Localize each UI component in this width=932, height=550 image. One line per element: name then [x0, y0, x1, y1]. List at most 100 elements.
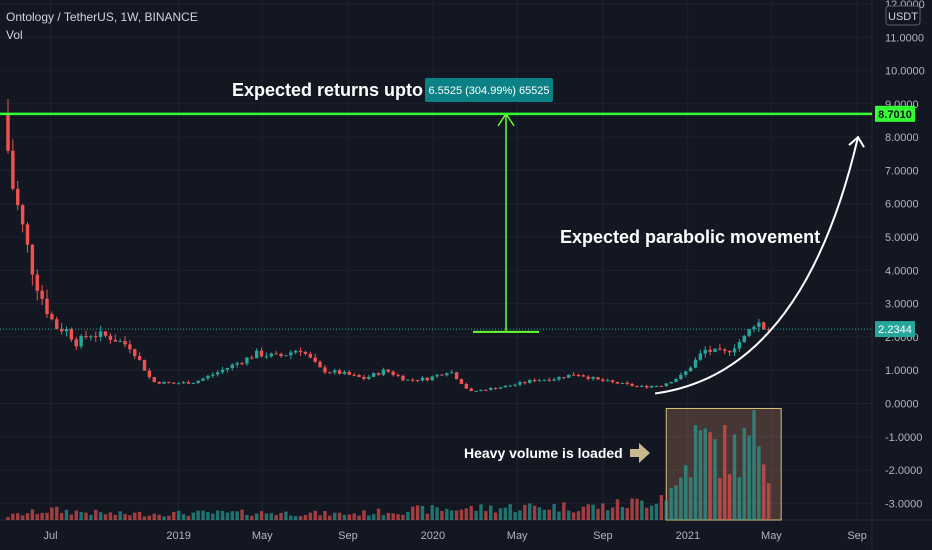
volume-bar	[713, 439, 717, 520]
volume-bar	[35, 514, 39, 520]
volume-bar	[693, 425, 698, 520]
volume-bar	[230, 511, 234, 520]
volume-indicator-label: Vol	[6, 28, 23, 42]
candle-body	[762, 322, 766, 330]
volume-bar	[103, 514, 108, 520]
candle-body	[59, 328, 64, 332]
candle-body	[6, 113, 10, 151]
candle-body	[474, 390, 478, 392]
candle-body	[332, 370, 337, 373]
candle-body	[493, 388, 498, 390]
candle-body	[401, 375, 405, 381]
volume-bar	[40, 512, 44, 520]
candle-body	[591, 377, 595, 379]
candle-body	[479, 389, 483, 391]
candle-body	[523, 382, 527, 384]
candle-body	[35, 274, 39, 291]
time-axis[interactable]: Jul 2019 May Sep 2020 May Sep 2021 May Sep	[43, 530, 866, 542]
volume-bar	[649, 505, 654, 520]
volume-bar	[254, 513, 259, 520]
volume-bar	[518, 510, 522, 520]
candle-body	[298, 350, 303, 353]
candle-body	[254, 350, 259, 359]
candle-body	[30, 244, 35, 275]
volume-bar	[367, 515, 371, 520]
volume-bar	[191, 512, 195, 520]
volume-bar	[552, 504, 556, 520]
current-price-badge	[875, 321, 915, 338]
volume-bar	[581, 506, 586, 520]
volume-bar	[591, 504, 595, 520]
volume-bar	[352, 513, 356, 520]
candle-body	[308, 353, 313, 358]
volume-bar	[45, 512, 49, 520]
volume-bar	[162, 516, 166, 520]
volume-bar	[386, 512, 391, 520]
volume-bar	[688, 477, 693, 520]
candle-body	[766, 329, 771, 331]
candle-body	[703, 349, 707, 354]
candle-body	[133, 349, 137, 357]
price-tick-label: 10.0000	[885, 66, 925, 78]
candle-body	[376, 373, 381, 375]
volume-bar	[562, 502, 566, 520]
volume-bar	[137, 511, 142, 520]
candle-body	[323, 367, 327, 373]
volume-bar	[503, 507, 508, 520]
volume-bar	[757, 446, 761, 520]
volume-bar	[708, 432, 712, 520]
volume-bar	[508, 504, 512, 520]
candle-body	[118, 340, 122, 342]
volume-bar	[459, 509, 464, 520]
volume-bar	[625, 508, 629, 520]
volume-bar	[118, 511, 122, 520]
volume-bar	[484, 511, 488, 520]
volume-bar	[172, 511, 176, 520]
candle-body	[625, 382, 629, 384]
candle-body	[630, 383, 634, 386]
current-price-label: 2.2344	[878, 324, 912, 336]
candle-body	[64, 328, 69, 332]
volume-bar	[435, 507, 439, 520]
candle-body	[211, 374, 215, 376]
price-tick-label: -2.0000	[885, 465, 922, 477]
candles	[6, 99, 771, 392]
candle-body	[196, 380, 200, 383]
volume-bar	[479, 504, 483, 520]
candle-body	[94, 336, 98, 338]
price-tick-label: -1.0000	[885, 432, 922, 444]
candle-body	[518, 382, 522, 385]
volume-bar	[337, 512, 342, 520]
volume-bar	[362, 510, 366, 520]
volume-bar	[703, 428, 707, 520]
time-tick-label: Sep	[338, 530, 358, 542]
volume-bar	[250, 515, 254, 520]
volume-bar	[332, 512, 337, 520]
candle-body	[659, 385, 664, 387]
volume-bar	[84, 512, 88, 520]
candle-body	[723, 349, 727, 351]
candle-body	[718, 348, 722, 350]
candle-body	[698, 353, 703, 360]
candle-body	[503, 385, 508, 388]
volume-bar	[6, 516, 10, 520]
volume-bar	[601, 503, 605, 520]
volume-bar	[206, 512, 210, 520]
candle-body	[235, 363, 239, 365]
candle-body	[250, 357, 254, 359]
volume-arrow-icon	[630, 443, 650, 463]
volume-bar	[181, 514, 186, 520]
candle-body	[635, 385, 639, 387]
volume-bar	[698, 430, 703, 520]
volume-bar	[606, 510, 610, 520]
price-tick-label: 0.0000	[885, 398, 919, 410]
volume-bar	[513, 512, 517, 520]
candle-body	[406, 379, 410, 381]
volume-bar	[274, 515, 278, 520]
candle-body	[206, 375, 210, 379]
volume-bar	[133, 512, 137, 520]
currency-badge[interactable]	[885, 5, 921, 26]
volume-bar	[445, 508, 449, 520]
candle-body	[313, 357, 317, 362]
